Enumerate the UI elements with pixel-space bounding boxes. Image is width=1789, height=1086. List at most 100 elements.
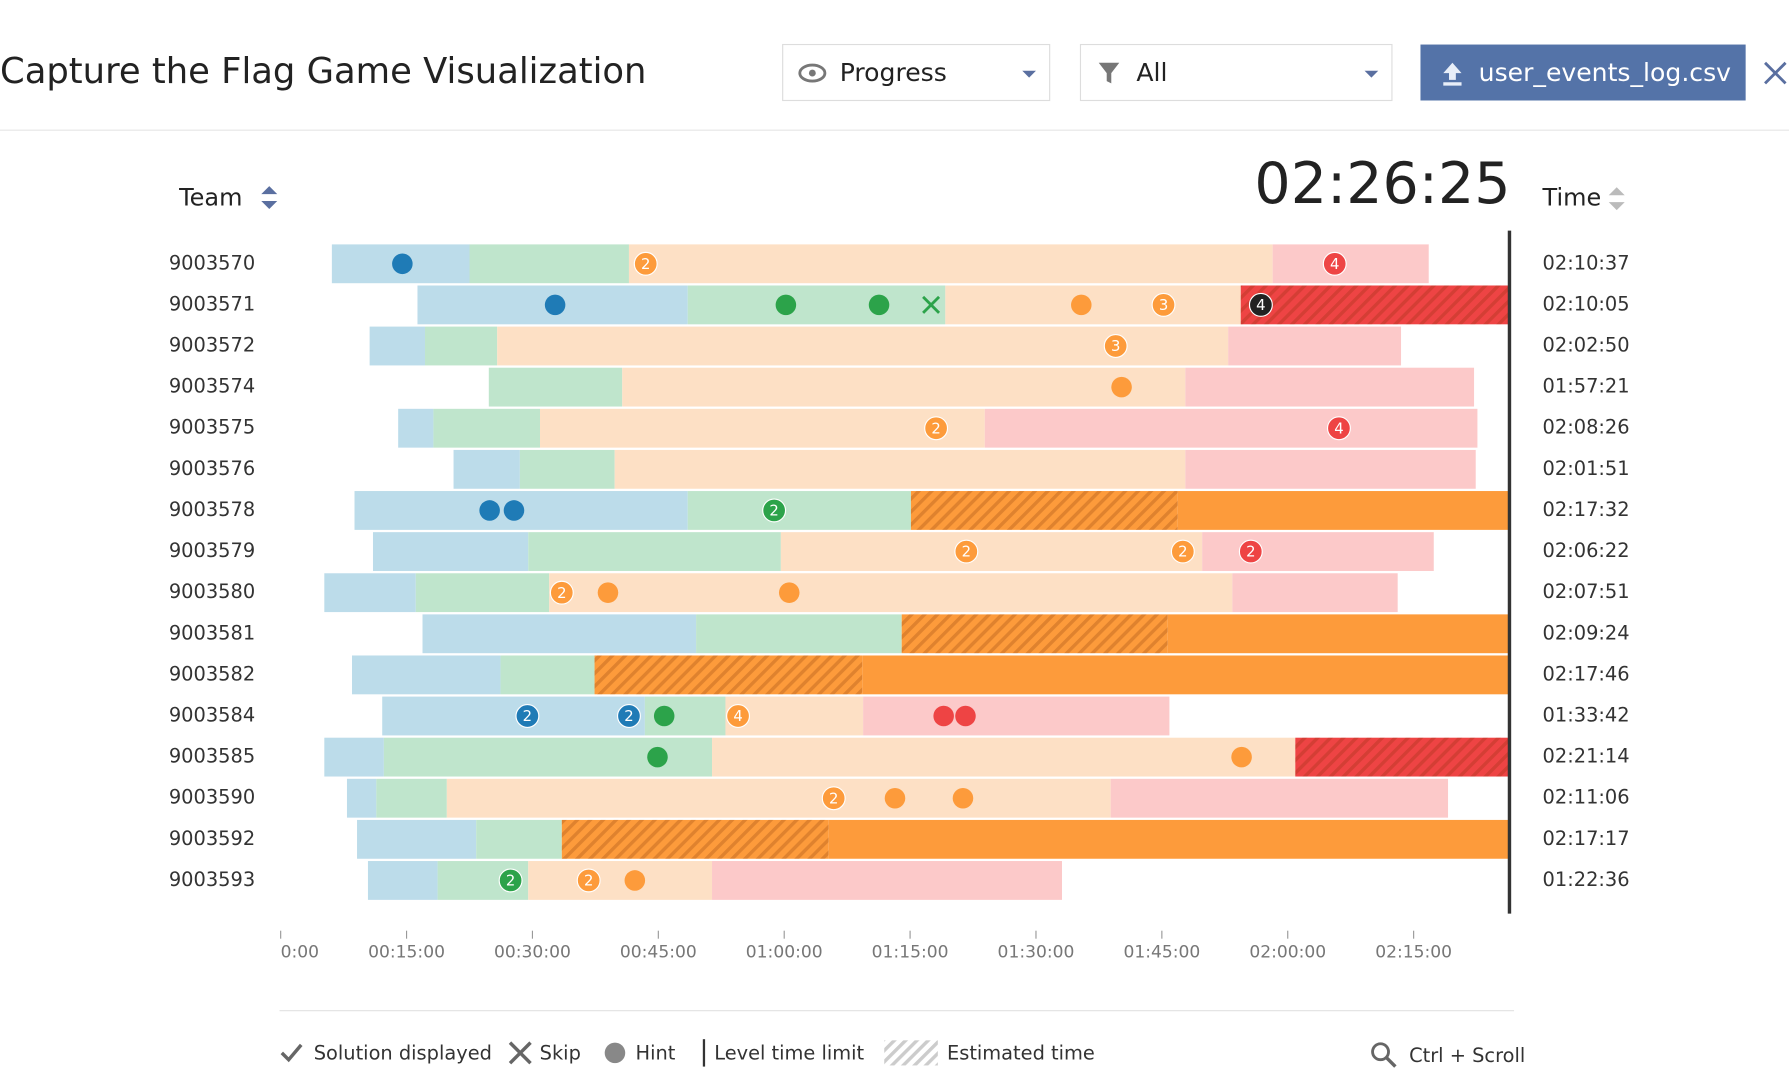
hint-event bbox=[1248, 292, 1273, 317]
level-segment bbox=[469, 244, 629, 284]
finish-time: 01:22:36 bbox=[1543, 868, 1630, 891]
level-segment bbox=[433, 408, 540, 448]
level-segment bbox=[415, 573, 550, 613]
x-tick-label: 01:15:00 bbox=[872, 942, 949, 962]
hint-count: 4 bbox=[1256, 297, 1265, 314]
finish-time: 02:02:50 bbox=[1543, 334, 1630, 357]
finish-time: 02:17:17 bbox=[1543, 827, 1630, 850]
hint-event bbox=[762, 498, 787, 523]
team-label: 9003570 bbox=[169, 251, 255, 274]
level-segment bbox=[628, 244, 1273, 284]
hint-event bbox=[778, 582, 800, 603]
level-segment bbox=[945, 285, 1241, 325]
team-label: 9003581 bbox=[169, 621, 255, 644]
level-segment bbox=[1185, 449, 1476, 489]
page-title: Capture the Flag Game Visualization bbox=[0, 51, 646, 92]
hint-event bbox=[544, 294, 566, 316]
select-box[interactable] bbox=[1079, 43, 1393, 102]
hint-count: 2 bbox=[931, 420, 940, 437]
team-label: 9003590 bbox=[169, 786, 255, 809]
team-label: 9003575 bbox=[169, 416, 255, 439]
level-segment bbox=[1232, 573, 1398, 613]
level-segment bbox=[422, 614, 697, 654]
skip-icon bbox=[508, 1041, 532, 1065]
finish-time: 01:33:42 bbox=[1543, 704, 1630, 727]
level-segment bbox=[376, 778, 447, 818]
estimated-hatch bbox=[901, 614, 1168, 654]
hint-event bbox=[498, 868, 523, 893]
level-segment bbox=[367, 861, 438, 900]
level-segment bbox=[324, 573, 416, 613]
sort-time[interactable] bbox=[1608, 187, 1625, 211]
hint-event bbox=[1326, 416, 1351, 441]
hint-event bbox=[1111, 376, 1132, 398]
level-segment bbox=[622, 367, 1186, 407]
hint-count: 2 bbox=[624, 708, 633, 725]
caret bbox=[1364, 70, 1379, 78]
team-label: 9003580 bbox=[169, 580, 255, 603]
caret bbox=[1022, 70, 1036, 78]
hint-count: 3 bbox=[1111, 338, 1120, 355]
zoom-handle bbox=[1385, 1056, 1397, 1068]
select-box[interactable] bbox=[782, 43, 1051, 102]
finish-time: 02:09:24 bbox=[1543, 621, 1630, 644]
view-select[interactable]: Progress bbox=[782, 43, 1051, 102]
file-button[interactable]: user_events_log.csv bbox=[1420, 44, 1746, 101]
level-segment bbox=[528, 861, 713, 900]
hint-event bbox=[503, 500, 525, 521]
x-tick-label: 00:45:00 bbox=[620, 942, 697, 962]
hint-count: 3 bbox=[1159, 297, 1168, 314]
hint-count: 4 bbox=[1334, 420, 1343, 437]
level-segment bbox=[614, 449, 1186, 489]
level-segment bbox=[488, 367, 623, 407]
upload-icon bbox=[1443, 62, 1462, 86]
legend-label: Solution displayed bbox=[314, 1042, 492, 1065]
hint-event bbox=[633, 251, 658, 276]
level-segment bbox=[425, 326, 498, 366]
close-button[interactable] bbox=[1764, 61, 1787, 85]
level-segment bbox=[519, 449, 615, 489]
finish-time: 01:57:21 bbox=[1543, 375, 1630, 398]
hint-count: 2 bbox=[1178, 544, 1187, 561]
hint-event bbox=[955, 705, 976, 727]
legend-label: Hint bbox=[636, 1042, 676, 1065]
select-label[interactable]: All bbox=[1136, 58, 1167, 87]
hint-event bbox=[952, 787, 974, 809]
level-segment bbox=[528, 532, 781, 571]
team-label: 9003592 bbox=[169, 827, 255, 850]
filter-select[interactable]: All bbox=[1079, 43, 1393, 102]
hint-count: 2 bbox=[557, 585, 566, 602]
finish-time: 02:21:14 bbox=[1543, 745, 1630, 768]
level-segment bbox=[863, 696, 1170, 736]
button-label[interactable]: user_events_log.csv bbox=[1479, 58, 1732, 87]
level-segment bbox=[369, 326, 426, 366]
hint-event bbox=[515, 704, 540, 728]
hint-event bbox=[653, 705, 675, 727]
select-label[interactable]: Progress bbox=[840, 58, 947, 87]
level-segment bbox=[398, 408, 434, 448]
level-segment bbox=[1167, 614, 1510, 654]
skip-event bbox=[922, 295, 941, 314]
hint-count: 4 bbox=[733, 708, 742, 725]
legend-label: Estimated time bbox=[947, 1042, 1095, 1065]
level-segment bbox=[1185, 367, 1475, 407]
hint-event bbox=[868, 294, 890, 316]
estimated-hatch bbox=[910, 491, 1178, 530]
team-label: 9003582 bbox=[169, 662, 255, 685]
level-segment bbox=[828, 819, 1510, 859]
hint-count: 2 bbox=[584, 873, 593, 890]
level-segment bbox=[549, 573, 1233, 613]
level-segment bbox=[696, 614, 902, 654]
hint-event bbox=[479, 500, 500, 521]
finish-time: 02:01:51 bbox=[1543, 457, 1630, 480]
team-label: 9003579 bbox=[169, 539, 255, 562]
x-tick-label: 00:15:00 bbox=[368, 942, 445, 962]
sort-team[interactable] bbox=[261, 186, 278, 209]
estimated-hatch bbox=[561, 819, 829, 859]
hint-icon bbox=[604, 1042, 626, 1064]
finish-time: 02:17:46 bbox=[1543, 662, 1630, 685]
filter-icon bbox=[1098, 62, 1120, 84]
hint-count: 2 bbox=[769, 503, 778, 520]
hint-count: 2 bbox=[962, 544, 971, 561]
button-bg[interactable] bbox=[1420, 44, 1746, 101]
